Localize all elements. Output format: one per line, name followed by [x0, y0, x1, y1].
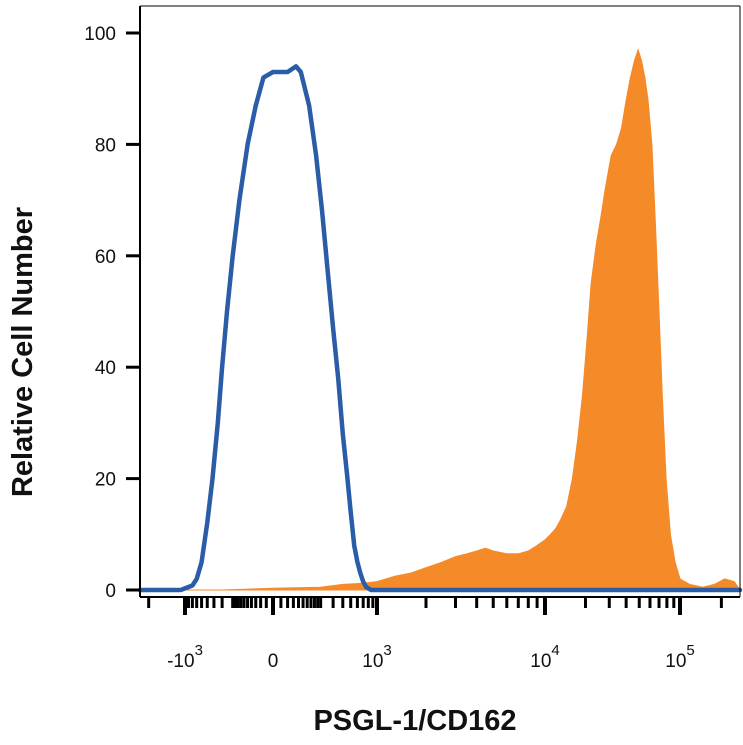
x-tick-group: -103 0 103 104 105 — [147, 598, 723, 672]
series-line-layer — [137, 64, 743, 593]
x-tick-label: 105 — [665, 642, 694, 672]
x-tick-exponent: 3 — [195, 642, 203, 659]
axes — [139, 5, 741, 598]
x-tick-exponent: 5 — [686, 642, 694, 659]
x-tick-exponent: 3 — [383, 642, 391, 659]
y-tick-label: 20 — [95, 470, 116, 491]
y-tick-label: 80 — [95, 135, 116, 156]
y-tick-label: 60 — [95, 247, 116, 268]
y-tick-label: 0 — [105, 581, 116, 602]
y-axis-title: Relative Cell Number — [7, 207, 39, 497]
x-tick-label: -103 — [167, 642, 203, 672]
y-tick-label: 40 — [95, 358, 116, 379]
x-tick-label: 0 — [268, 651, 279, 672]
x-tick-exponent: 4 — [551, 642, 559, 659]
series-0-outline — [137, 64, 743, 593]
y-tick-group: 0 20 40 60 80 100 — [84, 24, 140, 602]
x-tick-label: 104 — [530, 642, 559, 672]
series-fill-layer — [140, 48, 741, 591]
x-axis-title: PSGL-1/CD162 — [313, 705, 516, 737]
x-tick-label: 103 — [362, 642, 391, 672]
y-tick-label: 100 — [84, 24, 116, 45]
series-1-filled-area — [140, 48, 741, 591]
